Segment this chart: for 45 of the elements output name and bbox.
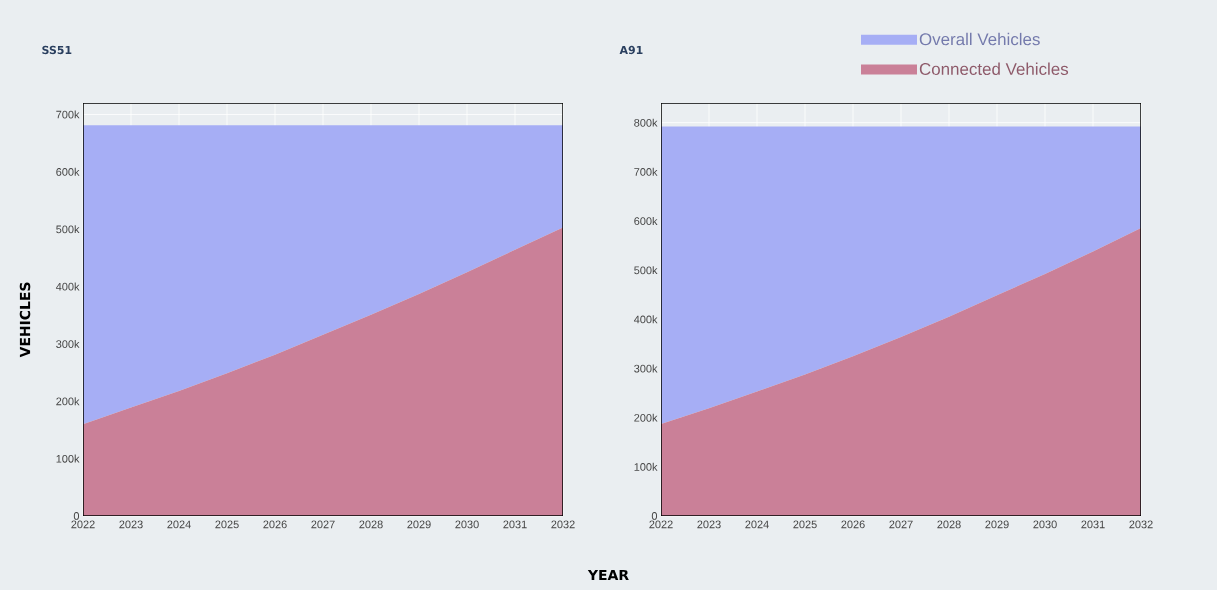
x-tick-label: 2030 <box>455 520 479 529</box>
x-tick-label: 2030 <box>1033 520 1057 529</box>
x-tick-label: 2027 <box>311 520 335 529</box>
y-tick-label: 700k <box>634 167 658 176</box>
y-tick-label: 800k <box>634 118 658 127</box>
x-tick-label: 2023 <box>697 520 721 529</box>
x-tick-label: 2029 <box>985 520 1009 529</box>
x-tick-label: 2024 <box>167 520 191 529</box>
x-tick-label: 2028 <box>937 520 961 529</box>
legend-label: Connected Vehicles <box>919 62 1069 76</box>
y-tick-label: 200k <box>56 397 80 406</box>
y-axis-title: VEHICLES <box>19 282 31 358</box>
y-tick-label: 100k <box>634 462 658 471</box>
legend-label: Overall Vehicles <box>919 32 1040 46</box>
x-tick-label: 2026 <box>263 520 287 529</box>
y-tick-label: 700k <box>56 110 80 119</box>
y-tick-label: 500k <box>56 225 80 234</box>
x-tick-label: 2024 <box>745 520 769 529</box>
x-axis-title: YEAR <box>587 569 629 581</box>
y-tick-label: 600k <box>634 216 658 226</box>
y-tick-label: 600k <box>56 167 80 176</box>
x-tick-label: 2032 <box>1129 520 1153 529</box>
x-tick-label: 2027 <box>889 520 913 529</box>
x-tick-label: 2023 <box>119 520 143 529</box>
x-tick-label: 2022 <box>71 520 95 529</box>
y-tick-label: 500k <box>634 266 658 275</box>
x-tick-label: 2025 <box>215 520 239 529</box>
x-tick-label: 2025 <box>793 520 817 529</box>
x-tick-label: 2031 <box>1081 520 1105 529</box>
y-tick-label: 400k <box>55 282 80 291</box>
y-tick-label: 400k <box>633 315 658 324</box>
y-tick-label: 300k <box>56 339 80 348</box>
chart-title: SS51 <box>42 45 72 55</box>
x-tick-label: 2028 <box>359 520 383 529</box>
y-tick-label: 0 <box>73 512 80 520</box>
x-tick-label: 2026 <box>841 520 865 529</box>
y-tick-label: 200k <box>634 413 658 422</box>
y-tick-label: 100k <box>56 454 80 463</box>
x-tick-label: 2029 <box>407 520 431 529</box>
chart-title: A91 <box>619 45 643 55</box>
y-tick-label: 0 <box>651 512 658 520</box>
y-tick-label: 300k <box>634 364 658 373</box>
x-tick-label: 2022 <box>649 520 673 529</box>
x-tick-label: 2032 <box>551 520 575 529</box>
x-tick-label: 2031 <box>503 520 527 529</box>
